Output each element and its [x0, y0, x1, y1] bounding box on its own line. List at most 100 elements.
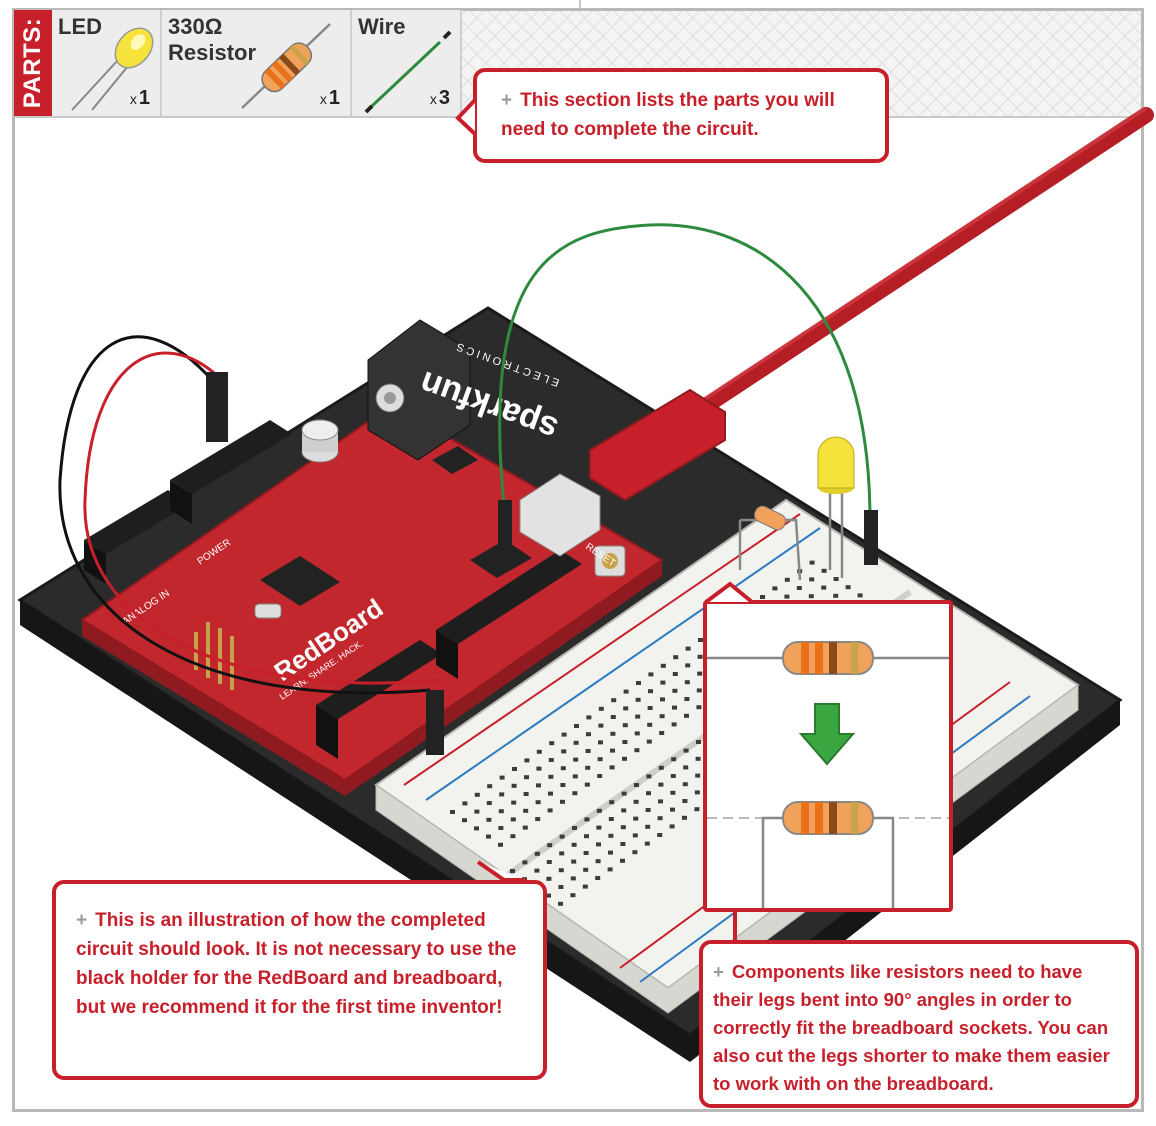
- page-frame: [12, 8, 1144, 1112]
- wire-black: [58, 335, 431, 695]
- breadboard-hole: [558, 885, 564, 889]
- breadboard-hole: [684, 697, 690, 701]
- breadboard-hole: [572, 774, 578, 779]
- breadboard-hole: [658, 782, 664, 787]
- breadboard-hole: [536, 783, 541, 788]
- part-name: Wire: [358, 14, 406, 39]
- bullet-icon: +: [501, 90, 513, 111]
- breadboard-hole: [574, 724, 579, 728]
- breadboard-hole: [608, 817, 614, 821]
- breadboard-hole: [646, 774, 652, 779]
- parts-callout: + This section lists the parts you will n…: [473, 68, 889, 163]
- breadboard-hole: [682, 815, 687, 820]
- breadboard-hole: [547, 808, 553, 813]
- breadboard-hole: [559, 834, 565, 839]
- breadboard-hole: [523, 808, 529, 813]
- breadboard-hole: [535, 817, 541, 821]
- microcontroller-chip: [260, 556, 340, 606]
- breadboard-hole: [597, 774, 603, 778]
- wire-green: [498, 223, 872, 521]
- breadboard-hole: [694, 807, 700, 812]
- header-analog: [84, 490, 190, 554]
- wire-icon: [364, 30, 452, 114]
- breadboard-hole: [645, 824, 651, 829]
- breadboard-hole: [534, 868, 540, 873]
- breadboard-hole: [598, 723, 604, 728]
- breadboard-hole: [570, 893, 576, 898]
- breadboard-hole: [659, 731, 665, 735]
- down-arrow-icon: [798, 703, 856, 766]
- breadboard-hole: [784, 594, 790, 599]
- breadboard-hole: [636, 681, 641, 685]
- breadboard-hole: [833, 593, 839, 598]
- breadboard-hole: [499, 775, 505, 780]
- breadboard-hole: [772, 586, 778, 591]
- breadboard-hole: [682, 782, 688, 787]
- breadboard-hole: [696, 740, 701, 744]
- illustration-callout: + This is an illustration of how the comp…: [52, 880, 547, 1080]
- redboard: RedBoard LEARN. SHARE. HACK. POWER ANALO…: [80, 319, 664, 796]
- breadboard-hole: [635, 714, 641, 719]
- breadboard-hole: [696, 705, 702, 710]
- breadboard-hole: [598, 706, 604, 711]
- breadboard-hole: [697, 671, 703, 676]
- breadboard-hole: [644, 841, 650, 846]
- breadboard-hole: [511, 800, 517, 805]
- breadboard-hole: [648, 689, 653, 694]
- breadboard-hole: [697, 654, 703, 659]
- breadboard-hole: [546, 893, 551, 898]
- breadboard-hole: [522, 825, 528, 830]
- breadboard-hole: [670, 790, 676, 795]
- breadboard-hole: [474, 792, 480, 797]
- breadboard-hole: [684, 680, 690, 685]
- breadboard-hole: [584, 834, 589, 839]
- breadboard-hole: [559, 851, 565, 856]
- breadboard-hole: [585, 765, 591, 770]
- breadboard-hole: [522, 860, 528, 865]
- breadboard-hole: [620, 825, 626, 830]
- parts-label: PARTS:: [14, 10, 52, 116]
- breadboard-hole: [547, 843, 553, 848]
- breadboard-hole: [572, 826, 577, 830]
- breadboard-hole: [659, 714, 665, 719]
- breadboard-hole: [561, 749, 567, 754]
- breadboard-hole: [647, 722, 653, 727]
- breadboard-hole: [660, 680, 666, 685]
- breadboard-hole: [857, 593, 863, 598]
- breadboard-hole: [498, 809, 504, 814]
- breadboard-hole: [833, 577, 839, 581]
- breadboard-resistor: [738, 505, 802, 581]
- breadboard-hole: [685, 646, 691, 651]
- breadboard-hole: [683, 765, 689, 770]
- breadboard-hole: [571, 859, 577, 864]
- breadboard-hole: [760, 595, 765, 599]
- breadboard-hole: [683, 748, 689, 753]
- power-jack: [367, 319, 471, 461]
- capacitor: [301, 419, 339, 441]
- part-name: 330Ω Resistor: [168, 14, 257, 65]
- breadboard-hole: [585, 749, 591, 753]
- breadboard-hole: [632, 850, 638, 855]
- breadboard-hole: [657, 833, 663, 837]
- breadboard-hole: [548, 774, 554, 779]
- resistor-bent: [761, 801, 895, 908]
- breadboard-hole: [620, 858, 625, 863]
- breadboard-hole: [597, 757, 603, 762]
- breadboard-hole: [546, 876, 552, 881]
- breadboard-hole: [633, 816, 639, 821]
- resistor-callout: + Components like resistors need to have …: [699, 940, 1139, 1108]
- breadboard-hole: [695, 756, 701, 761]
- breadboard-hole: [486, 817, 492, 822]
- breadboard-hole: [609, 800, 615, 805]
- breadboard-hole: [622, 740, 628, 744]
- jumper-end: [206, 372, 228, 442]
- callout-text: This section lists the parts you will ne…: [501, 90, 835, 140]
- breadboard-hole: [657, 816, 663, 821]
- resistor-straight: [782, 641, 874, 675]
- breadboard-hole: [511, 783, 517, 788]
- breadboard-hole: [685, 663, 691, 668]
- breadboard-hole: [646, 739, 652, 744]
- breadboard-hole: [671, 757, 677, 762]
